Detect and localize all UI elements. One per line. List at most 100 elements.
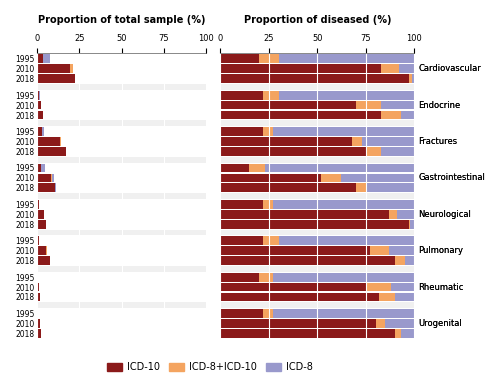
Bar [220,163,414,193]
Text: Rheumatic: Rheumatic [418,283,464,291]
Bar [37,329,40,338]
Text: Urogenital: Urogenital [418,319,462,328]
Bar [37,236,38,245]
Bar [356,183,366,192]
Bar [220,272,414,303]
Text: Gastrointestinal: Gastrointestinal [418,173,485,182]
Bar [37,147,66,156]
Bar [395,293,414,301]
Bar [404,256,414,265]
Bar [52,173,54,182]
Bar [278,54,414,63]
Text: Fractures: Fractures [418,137,458,146]
Bar [376,319,386,328]
Title: Proportion of total sample (%): Proportion of total sample (%) [38,15,205,25]
Bar [272,273,414,282]
Bar [278,91,414,99]
Bar [250,163,265,172]
Bar [43,54,50,63]
Bar [37,64,70,73]
Bar [220,246,370,255]
Bar [220,90,414,120]
Bar [259,54,278,63]
Text: Endocrine: Endocrine [418,101,461,110]
Bar [220,283,366,291]
Bar [220,91,263,99]
Bar [410,220,414,229]
Bar [386,319,414,328]
Bar [220,329,395,338]
Bar [382,64,399,73]
Bar [366,283,391,291]
Bar [37,220,46,229]
Bar [220,64,382,73]
Bar [37,173,52,182]
Bar [263,309,272,318]
Bar [37,200,38,209]
Bar [39,91,40,99]
Bar [397,210,414,219]
Bar [391,283,414,291]
Text: Pulmonary: Pulmonary [418,246,463,255]
Bar [37,199,206,230]
Bar [37,90,206,120]
Bar [220,273,259,282]
Bar [272,200,414,209]
Bar [37,283,39,291]
Bar [220,137,352,146]
Bar [37,91,39,99]
Bar [272,127,414,136]
Bar [220,173,321,182]
Bar [272,309,414,318]
Bar [37,256,50,265]
Text: Urogenital: Urogenital [418,319,462,328]
Bar [55,183,56,192]
Bar [366,183,414,192]
Bar [220,54,259,63]
Bar [220,127,263,136]
Bar [401,110,414,119]
Bar [37,163,206,193]
Title: Proportion of diseased (%): Proportion of diseased (%) [244,15,391,25]
Bar [37,319,40,328]
Bar [220,309,263,318]
Text: Cardiovascular: Cardiovascular [418,64,481,73]
Bar [37,235,206,266]
Bar [263,236,278,245]
Bar [220,308,414,339]
Bar [412,74,414,83]
Bar [259,273,272,282]
Text: Gastrointestinal: Gastrointestinal [418,173,485,182]
Bar [38,236,40,245]
Bar [395,256,404,265]
Bar [37,110,43,119]
Bar [40,163,44,172]
Bar [60,137,61,146]
Bar [395,329,401,338]
Bar [37,137,60,146]
Bar [220,200,263,209]
Bar [382,110,401,119]
Bar [389,210,397,219]
Text: Pulmonary: Pulmonary [418,246,463,255]
Bar [263,91,278,99]
Bar [352,137,362,146]
Bar [220,101,356,109]
Bar [220,210,389,219]
Bar [37,293,40,301]
Bar [408,74,412,83]
Bar [408,220,410,229]
Bar [362,137,414,146]
Bar [265,163,414,172]
Bar [366,147,382,156]
Legend: ICD-10, ICD-8+ICD-10, ICD-8: ICD-10, ICD-8+ICD-10, ICD-8 [104,359,316,376]
Bar [37,127,42,136]
Bar [37,309,38,318]
Bar [220,163,250,172]
Bar [399,64,414,73]
Text: Fractures: Fractures [418,137,458,146]
Bar [220,220,408,229]
Bar [220,183,356,192]
Bar [37,74,75,83]
Bar [263,127,272,136]
